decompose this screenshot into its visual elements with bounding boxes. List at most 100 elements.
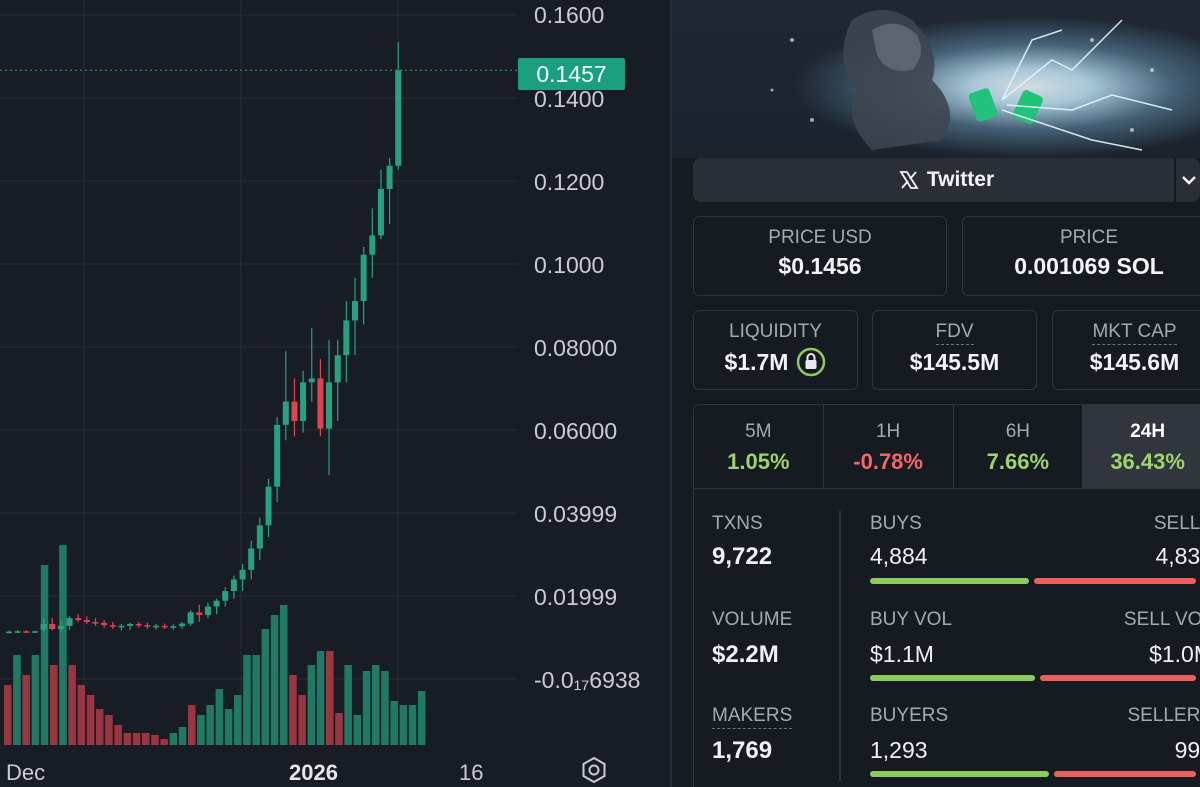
candle-body [386,165,393,189]
volume-bar [13,655,21,745]
volume-bar [234,695,242,745]
candle-body [101,622,108,626]
candle-body [135,623,142,626]
y-axis-label: 0.1600 [534,2,605,28]
candle-body [377,188,384,236]
volume-bar [326,651,334,745]
makers-value: 1,769 [712,737,773,764]
timeframe-tabs: 5M 1.05% 1H -0.78% 6H 7.66% 24H 36.43% [693,404,1200,489]
y-axis-label: 0.1200 [534,169,605,195]
volume-bar [96,709,104,745]
twitter-button[interactable]: Twitter [899,168,994,192]
liquidity-card: LIQUIDITY $1.7M [693,310,858,390]
volume-bar [372,665,380,745]
candle-body [161,625,168,628]
volume-bar [114,725,122,745]
price-chart[interactable]: 0.1600 0.1400 0.1200 0.1000 0.08000 0.06… [0,0,670,787]
volume-bar [261,629,270,745]
sells-bar [1034,578,1196,584]
volume-bar [298,695,306,745]
x-axis: Dec 2026 16 [0,746,670,787]
tab-24h[interactable]: 24H 36.43% [1083,405,1200,488]
volume-bar [353,715,362,745]
volume-bar [31,655,40,745]
candle-body [31,631,38,633]
candle-body [92,622,99,624]
buy-volume-bar [870,675,1035,681]
candlestick-chart[interactable] [0,0,670,746]
candle-body [300,382,307,421]
volume-bar [335,713,343,745]
candle-body [179,623,185,627]
tab-5m[interactable]: 5M 1.05% [694,405,824,488]
token-banner-image [672,0,1200,158]
price-usd-label: PRICE USD [768,227,872,248]
sellers-label: SELLERS [1127,705,1200,726]
change-value: 1.05% [727,449,790,474]
candle-body [153,625,160,628]
sellers-bar [1054,771,1196,777]
fdv-label[interactable]: FDV [935,321,974,345]
volume-bar [188,705,196,745]
price-native-label: PRICE [1059,227,1119,248]
candle-body [395,70,402,166]
volume-bar [105,715,113,745]
candle-body [360,254,367,302]
lock-icon[interactable] [796,347,826,377]
volume-bar [289,675,297,745]
volume-value: $2.2M [712,641,779,668]
candle-body [291,401,298,421]
volume-bar [418,691,426,745]
candle-body [57,625,64,629]
y-axis-label: 0.06000 [534,418,618,444]
candle-body [196,612,203,616]
buyers-value: 1,293 [870,737,928,763]
volume-bar [142,733,150,745]
volume-bar [50,665,58,745]
candle-body [265,486,272,526]
y-axis-label: 0.1000 [534,252,605,278]
volume-bar [123,733,132,745]
volume-bar [206,705,214,745]
sell-volume-label: SELL VOL [1123,609,1200,630]
volume-bar [151,735,159,745]
market-cap-label[interactable]: MKT CAP [1092,321,1177,345]
candle-body [49,623,56,629]
chevron-down-icon[interactable] [1180,170,1198,190]
sell-volume-bar [1040,675,1196,681]
y-axis-label: 0.03999 [534,501,618,527]
buy-volume-value: $1.1M [870,641,934,667]
candle-body [239,569,246,580]
volume-bar [270,615,279,745]
price-native-value: 0.001069 SOL [1014,253,1164,279]
makers-label[interactable]: MAKERS [712,705,793,729]
candle-body [326,382,333,429]
stats-divider [839,511,841,781]
candle-body [187,612,194,624]
candle-body [144,625,151,627]
sell-volume-value: $1.0M [1149,641,1200,667]
candle-body [282,401,289,425]
transaction-stats: TXNS 9,722 VOLUME $2.2M MAKERS 1,769 BUY… [693,489,1200,787]
volume-bar [68,665,76,745]
candle-body [40,623,47,630]
candle-body [66,618,73,626]
chart-settings-icon[interactable] [580,756,608,784]
candle-body [343,320,350,356]
volume-bar [77,685,86,745]
tab-1h[interactable]: 1H -0.78% [824,405,954,488]
sells-label: SELLS [1153,513,1200,534]
change-value: -0.78% [853,449,923,474]
candle-body [334,355,341,383]
price-native-card: PRICE 0.001069 SOL [962,216,1200,296]
candle-body [14,631,21,633]
tab-6h[interactable]: 6H 7.66% [954,405,1084,488]
candle-body [256,525,263,549]
volume-bar [169,733,178,745]
volume-bar [307,665,316,745]
tab-label: 1H [875,421,901,442]
dropdown-divider [1174,158,1176,202]
volume-bar [390,701,398,745]
y-axis-label: 0.08000 [534,335,618,361]
buys-bar [870,578,1029,584]
